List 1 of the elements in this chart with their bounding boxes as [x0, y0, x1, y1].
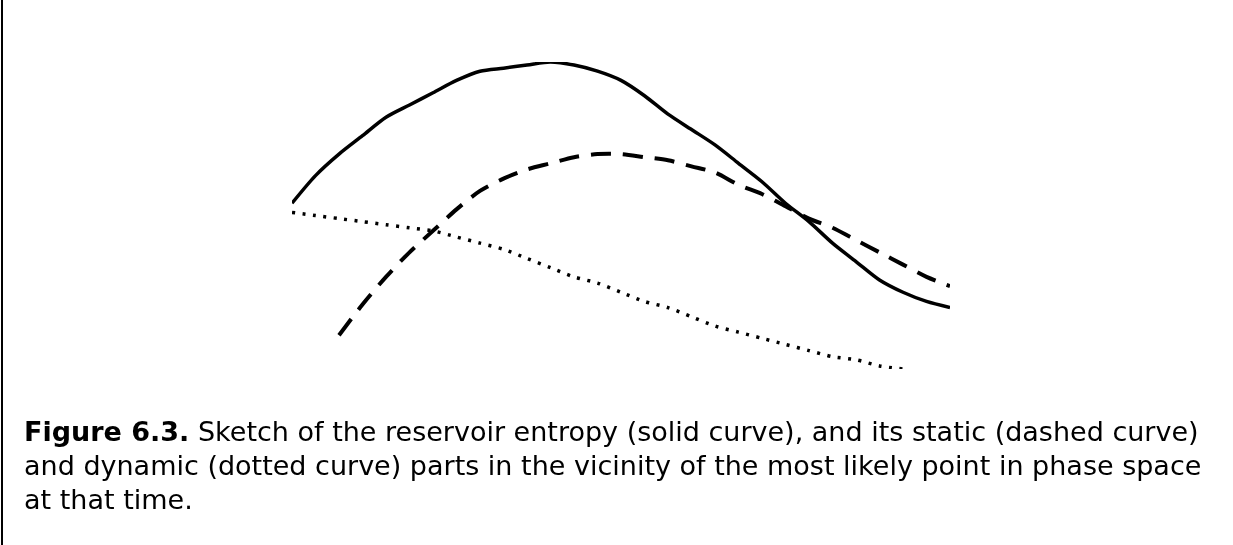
caption: Figure 6.3. Sketch of the reservoir entropy (solid curve), and its static (dashed curve) and dynamic (dotted curve) parts in the vicinity of the most likely point in phase space at that time.	[24, 416, 1202, 515]
